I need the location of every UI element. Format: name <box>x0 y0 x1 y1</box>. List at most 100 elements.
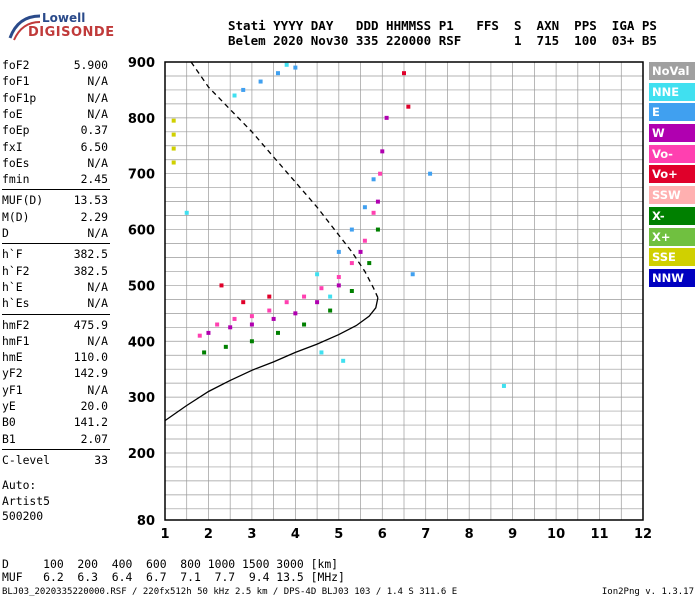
echo-point <box>249 339 254 344</box>
station-header: Stati YYYY DAY DDD HHMMSS P1 FFS S AXN P… <box>228 18 657 48</box>
legend-item: E <box>649 103 695 122</box>
param-row: hmF2 475.9 <box>2 317 108 333</box>
param-row: MUF(D) 13.53 <box>2 192 108 208</box>
echo-point <box>402 71 406 76</box>
auto-label: Auto: <box>2 478 37 492</box>
echo-point <box>362 238 367 243</box>
param-row: yE 20.0 <box>2 398 108 414</box>
echo-point <box>349 289 354 293</box>
echo-point <box>171 132 176 137</box>
param-row: foE N/A <box>2 106 108 122</box>
legend-item: X+ <box>649 227 695 246</box>
echo-point <box>258 79 263 84</box>
echo-point <box>302 322 307 327</box>
x-tick-label: 8 <box>465 527 474 542</box>
legend-item: SSE <box>649 248 695 267</box>
param-key: foF1 <box>2 74 30 89</box>
param-value: 110.0 <box>73 350 108 365</box>
param-row: h`F2 382.5 <box>2 263 108 279</box>
lowell-digisonde-logo: Lowell DIGISONDE <box>6 6 116 46</box>
echo-point <box>315 272 320 277</box>
legend-item: NNE <box>649 82 695 101</box>
echo-point <box>249 322 254 327</box>
param-value: 382.5 <box>73 263 108 278</box>
echo-point <box>171 118 176 123</box>
echo-point <box>349 261 354 266</box>
param-separator <box>2 313 110 315</box>
param-key: M(D) <box>2 209 30 224</box>
param-value: N/A <box>87 279 108 294</box>
distance-row: D 100 200 400 600 800 1000 1500 3000 [km… <box>2 557 339 571</box>
param-value: 141.2 <box>73 415 108 430</box>
y-tick-labels: 80 200 300 400 500 600 700 800 900 <box>128 56 155 529</box>
legend-item: Vo- <box>649 144 695 163</box>
x-tick-label: 6 <box>378 527 387 542</box>
param-row: foF1 N/A <box>2 73 108 89</box>
param-row: h`F 382.5 <box>2 246 108 262</box>
param-separator <box>2 448 110 450</box>
param-row: hmF1 N/A <box>2 333 108 349</box>
echo-point <box>206 330 211 335</box>
param-key: foF1p <box>2 90 37 105</box>
echo-point <box>275 71 280 76</box>
header-labels: Stati YYYY DAY DDD HHMMSS P1 FFS S AXN P… <box>228 18 657 33</box>
x-tick-label: 12 <box>634 527 652 542</box>
param-key: B1 <box>2 431 16 446</box>
echo-point <box>341 358 346 363</box>
param-row: foEs N/A <box>2 155 108 171</box>
echo-point <box>336 283 341 288</box>
param-separator <box>2 189 110 191</box>
echo-point <box>215 322 220 327</box>
param-key: foEs <box>2 155 30 170</box>
echo-point <box>302 294 307 299</box>
x-tick-label: 3 <box>247 527 256 542</box>
param-key: h`Es <box>2 296 30 311</box>
param-key: C-level <box>2 452 51 467</box>
param-value: 20.0 <box>80 399 108 413</box>
echo-point <box>384 115 389 120</box>
param-key: fxI <box>2 139 23 154</box>
x-tick-label: 4 <box>291 527 300 542</box>
x-tick-label: 7 <box>421 527 430 542</box>
x-tick-label: 1 <box>160 527 169 542</box>
param-row: fmin 2.45 <box>2 171 108 187</box>
echo-point <box>293 65 298 70</box>
param-value: 2.45 <box>80 172 108 187</box>
dashed-profile-line <box>190 61 379 298</box>
param-key: h`E <box>2 279 23 294</box>
param-row: hmE 110.0 <box>2 349 108 365</box>
y-tick-label: 300 <box>128 391 155 406</box>
param-key: hmE <box>2 350 23 365</box>
echo-point <box>378 171 383 176</box>
echo-point <box>241 87 246 92</box>
param-row: h`Es N/A <box>2 295 108 311</box>
param-key: hmF2 <box>2 317 30 332</box>
echo-point <box>358 249 363 254</box>
y-tick-label: 800 <box>128 112 155 127</box>
echo-point <box>249 314 254 319</box>
param-row: B1 2.07 <box>2 431 108 447</box>
y-tick-label: 900 <box>128 56 155 71</box>
echo-point <box>284 62 289 67</box>
param-row: yF2 142.9 <box>2 365 108 381</box>
param-value: 5.900 <box>73 58 108 72</box>
legend-item: Vo+ <box>649 165 695 184</box>
param-row: yF1 N/A <box>2 382 108 398</box>
param-row: B0 141.2 <box>2 414 108 430</box>
echo-point <box>223 344 228 349</box>
param-row: D N/A <box>2 225 108 241</box>
echo-point <box>367 261 372 266</box>
param-key: MUF(D) <box>2 193 44 208</box>
param-value: 2.07 <box>80 431 108 446</box>
echo-point <box>241 300 246 305</box>
echo-point <box>410 272 415 277</box>
plot-frame <box>164 61 644 521</box>
param-value: N/A <box>87 382 108 397</box>
logo-swoosh-icon <box>8 14 41 41</box>
param-row: h`E N/A <box>2 279 108 295</box>
echo-point <box>336 275 341 280</box>
logo-line2: DIGISONDE <box>28 25 115 40</box>
param-key: foE <box>2 106 23 121</box>
chart-grid <box>165 62 643 520</box>
